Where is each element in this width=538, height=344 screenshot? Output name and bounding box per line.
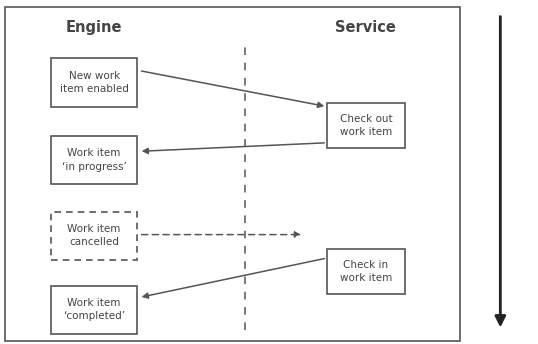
Text: Check in
work item: Check in work item xyxy=(339,260,392,283)
FancyBboxPatch shape xyxy=(327,249,405,294)
Text: Work item
‘in progress’: Work item ‘in progress’ xyxy=(62,148,126,172)
FancyBboxPatch shape xyxy=(51,286,137,334)
FancyArrowPatch shape xyxy=(141,232,300,237)
Text: New work
item enabled: New work item enabled xyxy=(60,71,129,94)
FancyBboxPatch shape xyxy=(327,103,405,148)
FancyBboxPatch shape xyxy=(5,7,460,341)
Text: Service: Service xyxy=(335,20,397,35)
Text: Engine: Engine xyxy=(66,20,123,35)
FancyArrowPatch shape xyxy=(143,259,324,298)
Text: Work item
cancelled: Work item cancelled xyxy=(67,224,121,247)
FancyArrowPatch shape xyxy=(141,71,323,107)
Text: Work item
‘completed’: Work item ‘completed’ xyxy=(63,298,125,321)
FancyArrowPatch shape xyxy=(143,143,324,153)
Text: Check out
work item: Check out work item xyxy=(339,114,392,137)
FancyBboxPatch shape xyxy=(51,58,137,107)
FancyBboxPatch shape xyxy=(51,136,137,184)
FancyBboxPatch shape xyxy=(51,212,137,260)
